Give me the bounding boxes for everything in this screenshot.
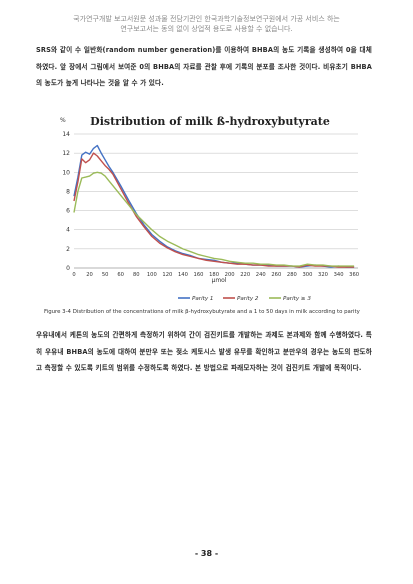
y-tick-label: 2 — [66, 246, 70, 253]
paragraph-2: 우유내에서 케톤의 농도의 간편하게 측정하기 위하여 간이 검진키트를 개발하… — [36, 331, 372, 372]
y-tick-label: 8 — [66, 188, 70, 195]
bhba-distribution-chart: Distribution of milk ß-hydroxybutyrate %… — [60, 115, 359, 302]
x-tick-label: 0 — [72, 272, 75, 278]
legend-label: Parity 1 — [192, 296, 214, 302]
legend-label: Parity 2 — [237, 296, 259, 302]
header-line-2: 연구보고서는 동의 없이 상업적 용도로 사용할 수 없습니다. — [120, 25, 293, 33]
x-tick-label: 360 — [349, 272, 359, 278]
x-axis-ticks: 0 20 50 60 80 100 120 140 160 180 200 220 240 260 280 3… — [72, 272, 359, 278]
x-tick-label: 100 — [147, 272, 157, 278]
y-tick-label: 0 — [66, 265, 70, 272]
figure-caption: Figure 3-4 Distribution of the concentra… — [44, 309, 360, 315]
chart-grid — [74, 133, 358, 269]
x-tick-label: 50 — [102, 272, 109, 278]
x-tick-label: 260 — [271, 272, 281, 278]
y-tick-label: 14 — [62, 131, 70, 138]
x-tick-label: 20 — [86, 272, 93, 278]
x-tick-label: 320 — [318, 272, 328, 278]
series-line-3 — [73, 171, 355, 267]
x-tick-label: 300 — [302, 272, 312, 278]
page-header: 국가연구개발 보고서원문 성과물 전담기관인 한국과학기술정보연구원에서 가공 … — [0, 14, 413, 34]
series-line-2 — [73, 152, 355, 268]
y-tick-label: 6 — [66, 208, 70, 215]
x-tick-label: 140 — [178, 272, 188, 278]
x-tick-label: 180 — [209, 272, 219, 278]
y-tick-label: 4 — [66, 227, 70, 234]
x-tick-label: 200 — [225, 272, 235, 278]
page-number: - 38 - — [194, 549, 219, 558]
chart-container: Distribution of milk ß-hydroxybutyrate %… — [50, 110, 370, 310]
y-axis-ticks: 0 2 4 6 8 10 12 14 — [62, 131, 70, 272]
x-tick-label: 80 — [133, 272, 140, 278]
y-tick-label: 12 — [62, 150, 70, 157]
chart-legend: Parity 1 Parity 2 Parity ≥ 3 — [178, 296, 311, 302]
x-tick-label: 60 — [117, 272, 124, 278]
chart-title: Distribution of milk ß-hydroxybutyrate — [90, 115, 330, 128]
x-tick-label: 220 — [240, 272, 250, 278]
x-axis-label: μmol — [212, 277, 227, 284]
y-tick-label: 10 — [62, 169, 70, 176]
paragraph-1: SRS와 같이 수 일반화(random number generation)를… — [36, 46, 372, 87]
x-tick-label: 280 — [287, 272, 297, 278]
chart-series — [73, 144, 355, 268]
x-tick-label: 160 — [194, 272, 204, 278]
y-axis-label: % — [60, 117, 66, 124]
x-tick-label: 120 — [162, 272, 172, 278]
legend-label: Parity ≥ 3 — [283, 296, 311, 302]
header-line-1: 국가연구개발 보고서원문 성과물 전담기관인 한국과학기술정보연구원에서 가공 … — [73, 15, 340, 23]
x-tick-label: 240 — [256, 272, 266, 278]
x-tick-label: 340 — [334, 272, 344, 278]
